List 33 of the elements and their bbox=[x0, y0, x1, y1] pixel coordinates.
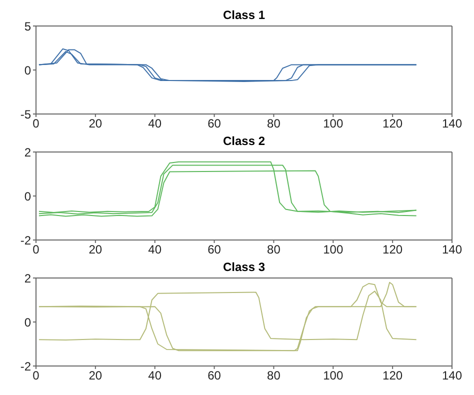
x-tick-label: 60 bbox=[208, 116, 222, 131]
y-tick-label: -5 bbox=[20, 107, 32, 122]
x-tick-label: 40 bbox=[148, 116, 162, 131]
y-tick-label: -2 bbox=[20, 359, 32, 374]
x-tick-label: 100 bbox=[323, 242, 344, 257]
y-tick-label: 0 bbox=[24, 189, 32, 204]
x-tick-label: 100 bbox=[323, 116, 344, 131]
x-tick-label: 20 bbox=[88, 368, 102, 383]
x-tick-label: 40 bbox=[148, 368, 162, 383]
x-tick-label: 100 bbox=[323, 368, 344, 383]
y-tick-label: 5 bbox=[24, 19, 32, 34]
x-tick-label: 80 bbox=[267, 116, 281, 131]
y-tick-label: -2 bbox=[20, 233, 32, 248]
x-tick-label: 60 bbox=[208, 242, 222, 257]
x-tick-label: 140 bbox=[442, 116, 462, 131]
y-tick-label: 0 bbox=[24, 63, 32, 78]
chart-title: Class 1 bbox=[222, 8, 266, 22]
chart-title: Class 3 bbox=[222, 260, 266, 274]
x-tick-label: 80 bbox=[267, 242, 281, 257]
y-tick-label: 2 bbox=[24, 271, 32, 286]
x-tick-label: 120 bbox=[382, 368, 403, 383]
x-tick-label: 120 bbox=[382, 116, 403, 131]
chart-title: Class 2 bbox=[222, 134, 266, 148]
x-tick-label: 40 bbox=[148, 242, 162, 257]
x-tick-label: 20 bbox=[88, 116, 102, 131]
x-tick-label: 80 bbox=[267, 368, 281, 383]
y-tick-label: 2 bbox=[24, 145, 32, 160]
x-tick-label: 120 bbox=[382, 242, 403, 257]
x-tick-label: 60 bbox=[208, 368, 222, 383]
y-tick-label: 0 bbox=[24, 315, 32, 330]
x-tick-label: 20 bbox=[88, 242, 102, 257]
x-tick-label: 140 bbox=[442, 242, 462, 257]
x-tick-label: 140 bbox=[442, 368, 462, 383]
